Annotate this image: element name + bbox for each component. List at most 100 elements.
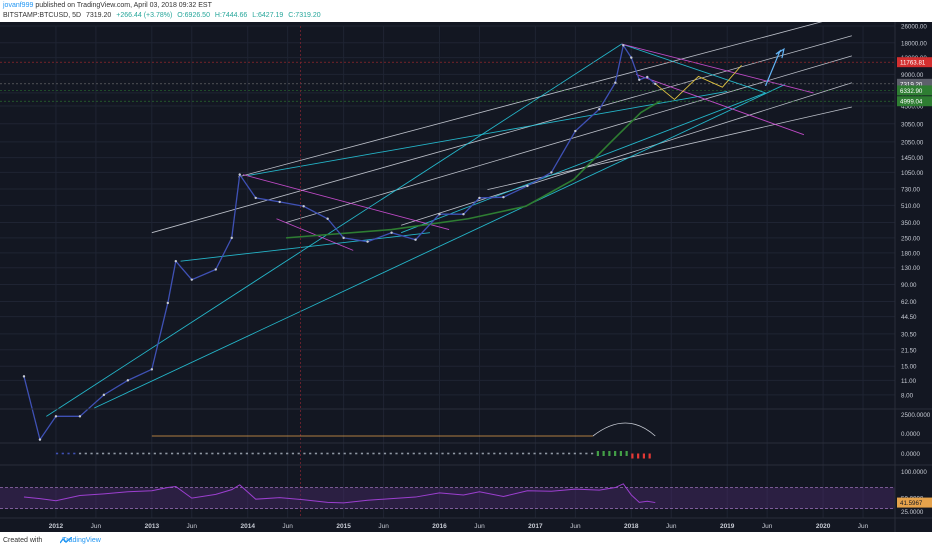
histogram-bar	[165, 452, 168, 455]
histogram-bar	[78, 452, 82, 455]
histogram-bar	[631, 453, 634, 459]
histogram-bar	[101, 452, 105, 455]
price-point	[190, 278, 193, 281]
symbol-label: BITSTAMP:BTCUSD, 5D	[3, 12, 82, 19]
histogram-bar	[608, 451, 611, 456]
histogram-bar	[464, 452, 467, 455]
histogram-bar	[539, 452, 542, 455]
price-point	[102, 393, 106, 397]
histogram-bar	[579, 452, 582, 455]
histogram-bar	[326, 452, 329, 455]
tradingview-brand[interactable]: TradingView	[62, 537, 101, 544]
histogram-bar	[596, 451, 599, 456]
y-tick-label: 44.50	[901, 314, 917, 321]
histogram-bar	[470, 452, 473, 455]
volume-curve	[592, 422, 656, 437]
price-point	[414, 238, 417, 241]
channel-magenta	[621, 43, 814, 94]
price-point	[38, 438, 42, 441]
price-point	[550, 171, 553, 174]
author-link[interactable]: jovanf999	[3, 2, 34, 9]
histogram-bar	[475, 452, 479, 455]
histogram-bar	[124, 452, 128, 455]
x-tick-label: Jun	[282, 523, 293, 530]
histogram-bar	[435, 452, 438, 455]
histogram-bar	[395, 452, 398, 455]
trendline-cyan	[46, 43, 622, 417]
histogram-bar	[182, 452, 185, 455]
histogram-bar	[73, 452, 76, 455]
histogram-bar	[67, 452, 70, 455]
moving-average-line	[286, 100, 661, 239]
histogram-bar	[412, 452, 415, 455]
histogram-bar	[320, 452, 323, 455]
x-tick-label: Jun	[666, 523, 677, 530]
x-tick-label: 2020	[816, 523, 831, 530]
y-tick-label: 90.00	[901, 282, 917, 289]
price-point	[150, 368, 154, 371]
histogram-bar	[568, 452, 571, 455]
price-point	[478, 196, 481, 200]
histogram-bar	[527, 452, 530, 455]
price-point	[78, 415, 82, 418]
histogram-bar	[458, 452, 461, 455]
histogram-bar	[107, 452, 110, 455]
histogram-tick-label: 0.0000	[901, 451, 920, 458]
histogram-bar	[648, 453, 651, 459]
rsi-line	[23, 483, 656, 504]
price-label-box	[897, 57, 932, 68]
histogram-bar	[441, 452, 444, 455]
price-chart[interactable]: 2012 Jun 2013 Jun 2014 Jun 2015 Jun 2016 Jun 2017 J…	[0, 22, 932, 532]
histogram-bar	[268, 452, 272, 455]
y-tick-label: 510.00	[901, 203, 920, 210]
x-tick-label: Jun	[187, 523, 198, 530]
histogram-bar	[355, 452, 358, 455]
histogram-bar	[280, 452, 283, 455]
y-tick-label: 130.00	[901, 265, 920, 272]
histogram-bar	[96, 452, 99, 455]
histogram-bar	[573, 452, 576, 455]
histogram-bar	[147, 452, 151, 455]
price-point	[230, 236, 233, 240]
histogram-bar	[119, 452, 122, 455]
histogram-bar	[343, 452, 346, 455]
histogram-bar	[274, 452, 277, 455]
x-tick-label: 2019	[720, 523, 735, 530]
histogram-bar	[504, 452, 507, 455]
channel-magenta	[276, 218, 354, 251]
x-tick-label: 2012	[49, 523, 64, 530]
histogram-bar	[481, 452, 484, 455]
histogram-bar	[309, 452, 312, 455]
histogram-bar	[619, 451, 622, 456]
chart-background	[0, 22, 932, 532]
histogram-bar	[159, 452, 162, 455]
trendline-cyan	[94, 84, 785, 409]
x-tick-label: 2017	[528, 523, 543, 530]
volume-tick-label: 0.0000	[901, 431, 920, 438]
histogram-bar	[199, 452, 202, 455]
histogram-bar	[136, 452, 139, 455]
trendline-cyan	[621, 43, 766, 94]
histogram-bar	[234, 452, 237, 455]
price-point	[462, 212, 465, 216]
histogram-bar	[240, 452, 243, 455]
x-tick-label: 2018	[624, 523, 639, 530]
price-point	[574, 129, 577, 133]
price-point	[646, 75, 649, 79]
histogram-bar	[550, 452, 553, 455]
y-tick-label: 2050.00	[901, 139, 924, 146]
y-tick-label: 180.00	[901, 250, 920, 257]
price-point	[174, 259, 178, 263]
chart-footer: Created with TradingView	[0, 532, 932, 550]
price-label-box	[897, 78, 932, 89]
y-tick-label: 3050.00	[901, 121, 924, 128]
channel-line-upper	[238, 22, 823, 178]
channel-magenta	[242, 174, 450, 230]
histogram-bar	[113, 452, 116, 455]
rsi-last-box	[897, 497, 932, 508]
histogram-bar	[372, 452, 375, 455]
histogram-bar	[171, 452, 174, 455]
y-tick-label: 15.00	[901, 364, 917, 371]
y-tick-label: 250.00	[901, 235, 920, 242]
y-tick-label: 62.00	[901, 299, 917, 306]
